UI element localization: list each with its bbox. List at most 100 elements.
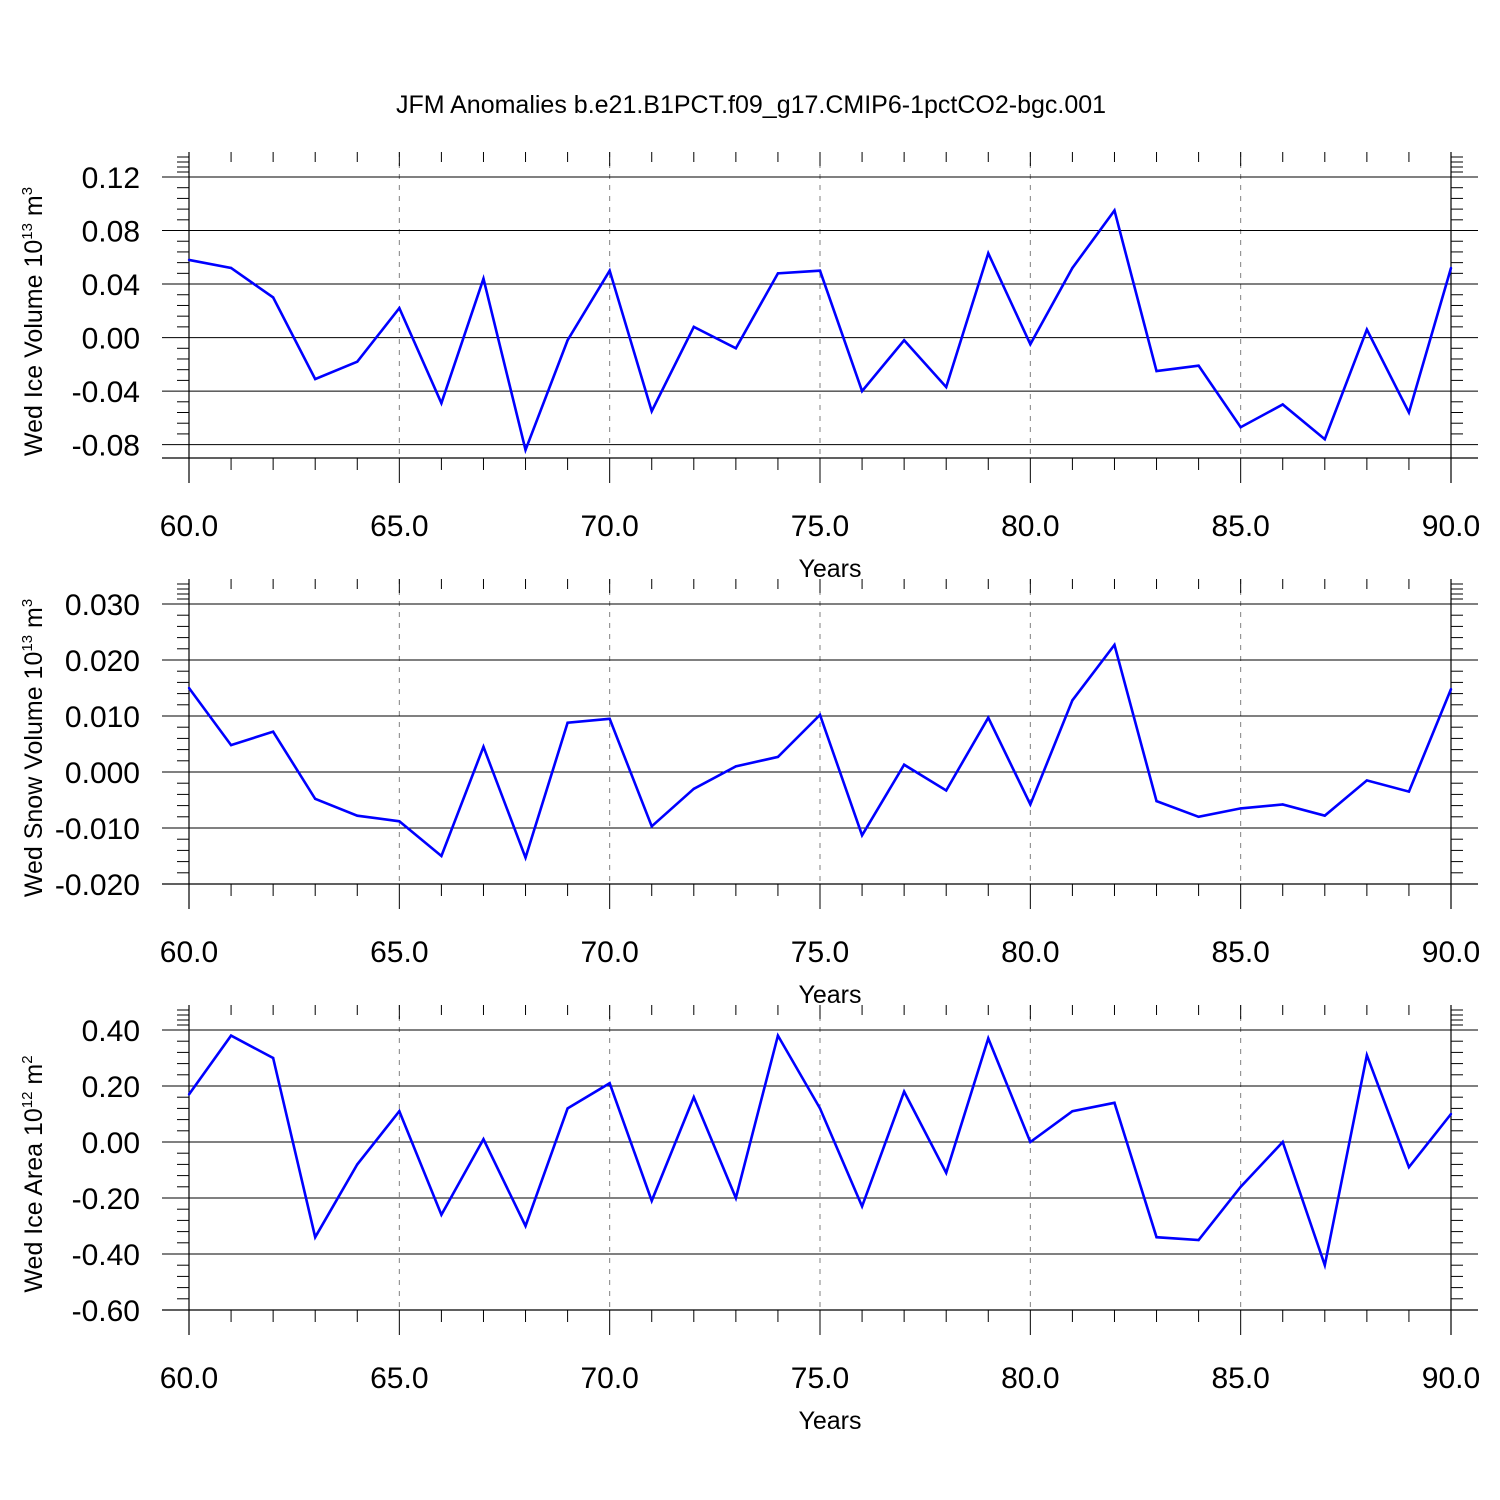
y-tick-label: 0.020: [65, 645, 140, 678]
x-tick-label: 75.0: [791, 510, 849, 543]
x-tick-label: 70.0: [580, 936, 638, 969]
data-point: [1155, 799, 1158, 803]
data-point: [398, 1110, 401, 1113]
data-point: [356, 1163, 359, 1166]
data-point: [650, 409, 653, 413]
data-point: [945, 1171, 948, 1175]
data-point: [1365, 1054, 1369, 1057]
data-point: [1365, 328, 1369, 331]
y-tick-label: 0.000: [65, 757, 140, 790]
data-point: [566, 339, 569, 342]
data-point: [398, 820, 401, 823]
data-point: [1239, 1185, 1242, 1189]
data-point: [1323, 438, 1327, 441]
y-tick-label: -0.08: [72, 430, 140, 463]
data-point: [187, 686, 191, 690]
data-point: [734, 1196, 738, 1200]
x-tick-label: 85.0: [1211, 936, 1269, 969]
data-point: [1029, 343, 1032, 346]
data-point: [356, 360, 359, 363]
x-tick-label: 75.0: [791, 936, 849, 969]
y-axis-label: Wed Ice Area 1012 m2: [19, 1055, 48, 1292]
data-point: [1449, 1112, 1453, 1116]
x-tick-label: 65.0: [370, 1362, 428, 1395]
data-point: [187, 1093, 191, 1096]
data-point: [860, 389, 864, 393]
data-point: [314, 797, 317, 801]
y-tick-label: -0.04: [72, 376, 140, 409]
data-point: [187, 258, 191, 262]
data-point: [1113, 1101, 1116, 1105]
x-tick-label: 80.0: [1001, 1362, 1059, 1395]
x-tick-label: 60.0: [160, 1362, 218, 1395]
y-tick-label: -0.60: [72, 1295, 140, 1328]
data-point: [734, 347, 738, 350]
data-point: [1197, 364, 1200, 367]
data-point: [1029, 803, 1032, 806]
data-point: [692, 1096, 695, 1099]
x-tick-label: 60.0: [160, 936, 218, 969]
x-tick-label: 80.0: [1001, 510, 1059, 543]
data-point: [1155, 369, 1158, 373]
x-tick-label: 85.0: [1211, 1362, 1269, 1395]
data-point: [524, 448, 527, 452]
y-tick-label: -0.40: [72, 1239, 140, 1272]
data-point: [1239, 807, 1242, 810]
x-tick-label: 85.0: [1211, 510, 1269, 543]
data-point: [1197, 1238, 1200, 1242]
y-axis-label: Wed Ice Volume 1013 m3: [19, 187, 48, 456]
x-tick-label: 90.0: [1422, 510, 1480, 543]
data-point: [566, 721, 569, 724]
data-point: [524, 1224, 527, 1228]
data-point: [734, 765, 738, 768]
y-tick-label: 0.40: [82, 1015, 140, 1048]
y-tick-label: 0.010: [65, 701, 140, 734]
x-tick-label: 70.0: [580, 1362, 638, 1395]
data-point: [229, 266, 233, 270]
data-point: [271, 730, 275, 733]
x-tick-label: 65.0: [370, 936, 428, 969]
panel-1: -0.08 -0.04 0.00 0.04 0.08 0.12 60.0 65.0 70.0 75…: [19, 152, 1480, 583]
data-point: [902, 339, 906, 342]
data-point: [314, 1236, 317, 1239]
data-point: [902, 763, 906, 766]
data-point: [440, 401, 443, 405]
data-point: [482, 1138, 485, 1141]
x-axis-label: Years: [798, 981, 861, 1009]
data-point: [1281, 803, 1284, 806]
data-point: [945, 789, 948, 792]
data-point: [818, 269, 822, 272]
x-axis-label: Years: [798, 1407, 861, 1435]
data-point: [650, 825, 653, 828]
x-tick-label: 90.0: [1422, 1362, 1480, 1395]
data-point: [1071, 266, 1074, 270]
panels: -0.08 -0.04 0.00 0.04 0.08 0.12 60.0 65.0 70.0 75…: [19, 152, 1480, 1435]
x-tick-label: 70.0: [580, 510, 638, 543]
data-point: [1407, 1166, 1411, 1169]
data-point: [860, 1205, 864, 1208]
data-point: [1155, 1236, 1158, 1239]
data-point: [987, 716, 990, 719]
y-tick-label: 0.030: [65, 589, 140, 622]
y-tick-label: -0.20: [72, 1183, 140, 1216]
data-point: [608, 717, 611, 720]
data-point: [1449, 266, 1453, 270]
data-point: [356, 814, 359, 817]
x-tick-label: 75.0: [791, 1362, 849, 1395]
data-point: [1323, 814, 1327, 817]
x-tick-label: 65.0: [370, 510, 428, 543]
data-point: [229, 743, 233, 747]
data-point: [818, 1107, 822, 1110]
x-tick-label: 80.0: [1001, 936, 1059, 969]
data-point: [1281, 403, 1284, 406]
data-point: [271, 296, 275, 299]
data-point: [1365, 779, 1369, 782]
data-point: [1113, 209, 1116, 212]
data-point: [860, 834, 864, 837]
data-point: [1449, 687, 1453, 691]
data-point: [566, 1107, 569, 1110]
y-axis-label: Wed Snow Volume 1013 m3: [19, 599, 48, 897]
data-point: [440, 1213, 443, 1217]
data-point: [987, 1037, 990, 1040]
